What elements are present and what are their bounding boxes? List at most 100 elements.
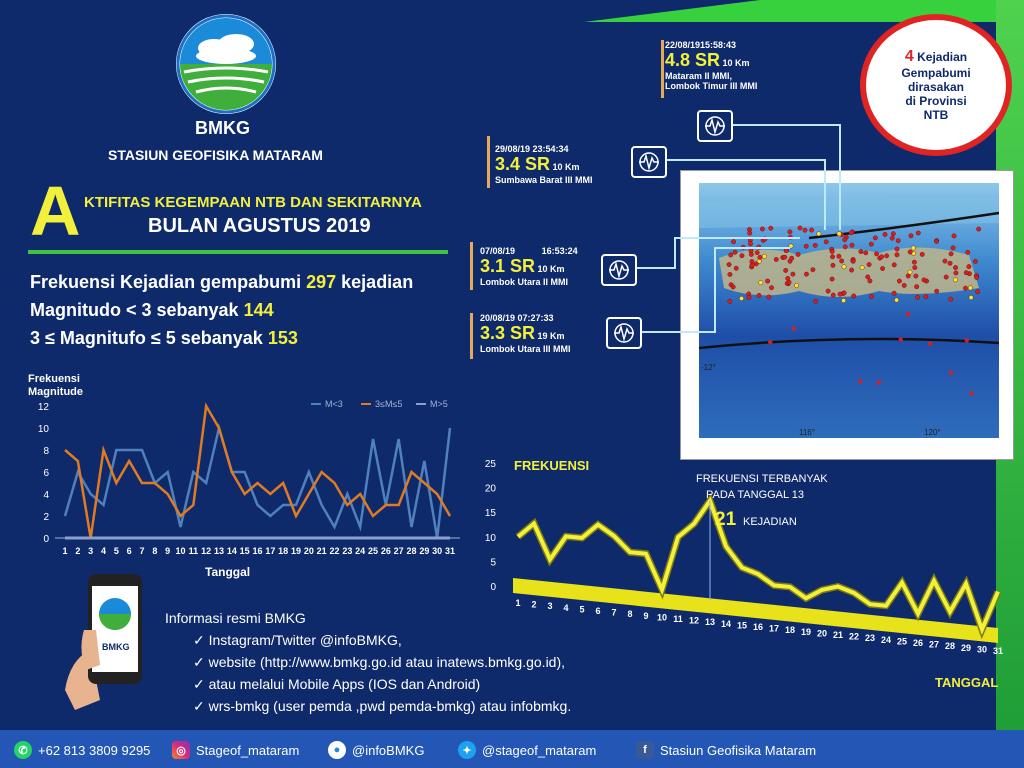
chart2-xtick: 28	[945, 641, 955, 651]
chart1-xtick: 6	[127, 546, 132, 556]
epicenter-dot	[762, 236, 768, 242]
epicenter-dot	[923, 294, 929, 300]
epicenter-dot	[943, 274, 949, 280]
epicenter-dot	[783, 268, 789, 273]
footer-facebook[interactable]: f Stasiun Geofisika Mataram	[636, 741, 816, 759]
epicenter-dot	[747, 230, 753, 236]
quake-card-3: 07/08/19 16:53:24 3.1 SR 10 Km Lombok Ut…	[470, 242, 578, 290]
stat-frequency-label: Frekuensi Kejadian gempabumi	[30, 272, 302, 292]
epicenter-dot	[732, 249, 738, 255]
epicenter-dot	[872, 235, 878, 241]
stat-mag-under-3-label: Magnitudo < 3 sebanyak	[30, 300, 239, 320]
felt-events-text2: Gempabumi	[901, 66, 971, 80]
info-item: ✓ Instagram/Twitter @infoBMKG,	[165, 629, 571, 651]
title-initial: A	[30, 172, 81, 250]
epicenter-dot	[731, 239, 736, 245]
map-lon-120: 120°	[924, 428, 941, 437]
stat-mag-3-5-value: 153	[267, 328, 298, 348]
chart1-ytick: 6	[43, 468, 49, 479]
quake-3-time: 16:53:24	[541, 246, 578, 256]
epicenter-dot	[948, 296, 954, 302]
epicenter-dot	[803, 243, 809, 249]
epicenter-dot	[950, 245, 956, 251]
footer-instagram[interactable]: ◎ Stageof_mataram	[172, 741, 299, 759]
epicenter-dot	[901, 283, 907, 288]
quake-2-line1: Sumbawa Barat III MMI	[495, 175, 593, 185]
epicenter-dot	[913, 273, 919, 279]
seismograph-icon	[601, 254, 637, 286]
bmkg-logo-icon	[176, 14, 276, 114]
seismograph-icon	[606, 317, 642, 349]
epicenter-dot	[914, 284, 920, 290]
footer-bmkg[interactable]: ● @infoBMKG	[328, 741, 424, 759]
epicenter-dot	[727, 298, 733, 304]
epicenter-dot	[769, 285, 774, 291]
quake-1-depth: 10 Km	[722, 58, 750, 68]
epicenter-dot	[839, 258, 845, 264]
epicenter-dot	[866, 262, 872, 267]
epicenter-dot	[841, 298, 847, 303]
twitter-icon: ✦	[458, 741, 476, 759]
epicenter-dot	[727, 272, 733, 277]
epicenter-dot	[842, 244, 848, 250]
info-item-text: wrs-bmkg (user pemda ,pwd pemda-bmkg) at…	[208, 698, 572, 714]
epicenter-dot	[865, 274, 871, 280]
epicenter-dot	[863, 250, 869, 256]
chart1-xtick: 8	[152, 546, 157, 556]
chart2-xtick: 14	[721, 619, 731, 629]
epicenter-dot	[928, 341, 933, 346]
chart2-series-line	[516, 496, 1000, 636]
chart2-xtick: 19	[801, 627, 811, 637]
epicenter-dot	[953, 265, 958, 271]
chart1-xtick: 18	[278, 546, 288, 556]
epicenter-dot	[746, 295, 752, 300]
epicenter-dot	[974, 275, 980, 280]
chart1-xtick: 7	[139, 546, 144, 556]
epicenter-dot	[891, 290, 897, 296]
chart1-xtick: 17	[265, 546, 275, 556]
epicenter-dot	[889, 235, 895, 241]
chart1-ytick: 2	[43, 512, 49, 523]
epicenter-dot	[867, 278, 873, 284]
footer-twitter[interactable]: ✦ @stageof_mataram	[458, 741, 596, 759]
chart1-xtick: 1	[62, 546, 67, 556]
station-name: STASIUN GEOFISIKA MATARAM	[108, 147, 323, 163]
epicenter-dot	[758, 280, 764, 286]
quake-1-datetime: 22/08/1915:58:43	[665, 40, 737, 50]
epicenter-dot	[836, 231, 842, 237]
epicenter-dot	[829, 276, 835, 282]
epicenter-dot	[848, 230, 854, 236]
epicenter-dot	[757, 254, 763, 260]
quake-4-line1: Lombok Utara III MMI	[480, 344, 571, 354]
info-item: ✓ atau melalui Mobile Apps (IOS dan Andr…	[165, 673, 571, 695]
chart2-xtick: 6	[595, 606, 600, 616]
chart2-xlabel: TANGGAL	[935, 675, 998, 690]
epicenter-dot	[858, 249, 864, 255]
seismograph-icon	[697, 110, 733, 142]
footer-instagram-text: Stageof_mataram	[196, 742, 300, 758]
quake-card-2: 29/08/19 23:54:34 3.4 SR 10 Km Sumbawa B…	[487, 136, 593, 188]
chart1-ytick: 12	[38, 402, 50, 413]
epicenter-dot	[969, 391, 974, 396]
chart2-xtick: 4	[563, 603, 568, 613]
epicenter-dot	[802, 227, 808, 233]
epicenter-dot	[739, 253, 745, 259]
stat-frequency: Frekuensi Kejadian gempabumi 297 kejadia…	[30, 272, 413, 293]
epicenter-dot	[973, 259, 978, 264]
epicenter-dot	[810, 267, 816, 273]
instagram-icon: ◎	[172, 741, 190, 759]
epicenter-dot	[739, 296, 744, 301]
epicenter-dot	[896, 278, 902, 284]
chart1-xtick: 15	[240, 546, 250, 556]
quake-2-mag: 3.4 SR	[495, 154, 551, 174]
chart2-xtick: 20	[817, 628, 827, 638]
footer-facebook-text: Stasiun Geofisika Mataram	[660, 742, 817, 758]
footer-whatsapp[interactable]: ✆ +62 813 3809 9295	[14, 741, 150, 759]
chart2-xtick: 17	[769, 624, 779, 634]
epicenter-dot	[740, 244, 746, 250]
chart1-xtick: 9	[165, 546, 170, 556]
epicenter-dot	[915, 294, 920, 300]
epicenter-dot	[894, 252, 900, 258]
chart2-xtick: 29	[961, 643, 971, 653]
